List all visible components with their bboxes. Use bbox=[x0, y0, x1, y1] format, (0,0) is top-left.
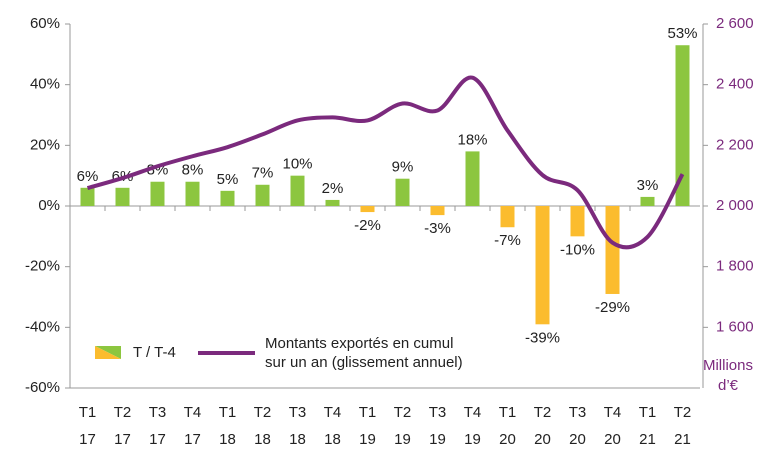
bar bbox=[500, 206, 515, 228]
y2-tick-label: 1 800 bbox=[716, 258, 754, 275]
bar bbox=[430, 206, 445, 216]
bar bbox=[640, 196, 655, 206]
legend-swatch bbox=[95, 346, 121, 359]
x-tick-label: 17 bbox=[79, 431, 96, 448]
x-tick-label: 18 bbox=[219, 431, 236, 448]
x-tick-label: T4 bbox=[604, 404, 622, 421]
bar bbox=[570, 206, 585, 237]
y-tick-label: 20% bbox=[30, 136, 60, 153]
x-tick-label: 20 bbox=[534, 431, 551, 448]
y-tick-label: -60% bbox=[25, 379, 60, 396]
bar bbox=[220, 190, 235, 206]
x-tick-label: 19 bbox=[464, 431, 481, 448]
x-tick-label: T4 bbox=[464, 404, 482, 421]
x-tick-label: 18 bbox=[289, 431, 306, 448]
x-tick-label: 19 bbox=[429, 431, 446, 448]
bar bbox=[150, 181, 165, 206]
data-label: -10% bbox=[560, 241, 595, 258]
data-label: -2% bbox=[354, 217, 381, 234]
legend-label: sur un an (glissement annuel) bbox=[265, 354, 463, 371]
x-tick-label: 18 bbox=[254, 431, 271, 448]
data-label: 18% bbox=[457, 131, 487, 148]
data-label: -29% bbox=[595, 299, 630, 316]
bar bbox=[675, 45, 690, 206]
bar bbox=[325, 199, 340, 206]
x-tick-label: T4 bbox=[184, 404, 202, 421]
legend-label: T / T-4 bbox=[133, 344, 176, 361]
x-tick-label: 18 bbox=[324, 431, 341, 448]
x-tick-label: T1 bbox=[639, 404, 657, 421]
y2-tick-label: 1 600 bbox=[716, 318, 754, 335]
data-label: -39% bbox=[525, 329, 560, 346]
x-tick-label: 17 bbox=[114, 431, 131, 448]
y2-tick-label: 2 000 bbox=[716, 197, 754, 214]
x-tick-label: T2 bbox=[254, 404, 272, 421]
data-label: 3% bbox=[637, 177, 659, 194]
x-tick-label: 21 bbox=[639, 431, 656, 448]
x-tick-label: T3 bbox=[289, 404, 307, 421]
data-label: 8% bbox=[182, 162, 204, 179]
data-label: 5% bbox=[217, 171, 239, 188]
x-tick-label: T3 bbox=[429, 404, 447, 421]
bar bbox=[185, 181, 200, 206]
x-tick-label: 19 bbox=[359, 431, 376, 448]
data-label: 9% bbox=[392, 159, 414, 176]
bar bbox=[255, 184, 270, 206]
x-tick-label: 20 bbox=[499, 431, 516, 448]
legend-label: Montants exportés en cumul bbox=[265, 335, 453, 352]
x-tick-label: T1 bbox=[79, 404, 97, 421]
y2-tick-label: 2 600 bbox=[716, 15, 754, 32]
x-tick-label: 21 bbox=[674, 431, 691, 448]
data-label: 10% bbox=[282, 156, 312, 173]
x-tick-label: T2 bbox=[674, 404, 692, 421]
y2-tick-label: 2 400 bbox=[716, 76, 754, 93]
x-tick-label: T3 bbox=[149, 404, 167, 421]
data-label: 6% bbox=[77, 168, 99, 185]
y-tick-label: 0% bbox=[38, 197, 60, 214]
x-tick-label: T1 bbox=[499, 404, 517, 421]
y2-label: Millions bbox=[703, 357, 753, 374]
data-label: 53% bbox=[667, 25, 697, 42]
x-tick-label: T2 bbox=[534, 404, 552, 421]
line bbox=[86, 75, 685, 250]
bar bbox=[290, 175, 305, 206]
x-tick-label: 20 bbox=[604, 431, 621, 448]
bar bbox=[80, 187, 95, 206]
x-tick-label: 20 bbox=[569, 431, 586, 448]
x-tick-label: T2 bbox=[114, 404, 132, 421]
data-label: 7% bbox=[252, 165, 274, 182]
x-tick-label: T2 bbox=[394, 404, 412, 421]
y2-tick-label: 2 200 bbox=[716, 136, 754, 153]
y-tick-label: -40% bbox=[25, 318, 60, 335]
bar bbox=[115, 187, 130, 206]
y-tick-label: 40% bbox=[30, 76, 60, 93]
bar bbox=[395, 178, 410, 206]
y-tick-label: -20% bbox=[25, 258, 60, 275]
x-tick-label: 17 bbox=[149, 431, 166, 448]
x-tick-label: 17 bbox=[184, 431, 201, 448]
x-tick-label: T1 bbox=[219, 404, 237, 421]
y2-label: d’€ bbox=[718, 377, 739, 394]
x-tick-label: 19 bbox=[394, 431, 411, 448]
data-label: -3% bbox=[424, 220, 451, 237]
bar bbox=[605, 206, 620, 294]
y-tick-label: 60% bbox=[30, 15, 60, 32]
bar bbox=[465, 151, 480, 206]
x-tick-label: T4 bbox=[324, 404, 342, 421]
bar bbox=[360, 206, 375, 213]
bar bbox=[535, 206, 550, 325]
x-tick-label: T1 bbox=[359, 404, 377, 421]
data-label: -7% bbox=[494, 232, 521, 249]
x-tick-label: T3 bbox=[569, 404, 587, 421]
data-label: 2% bbox=[322, 180, 344, 197]
